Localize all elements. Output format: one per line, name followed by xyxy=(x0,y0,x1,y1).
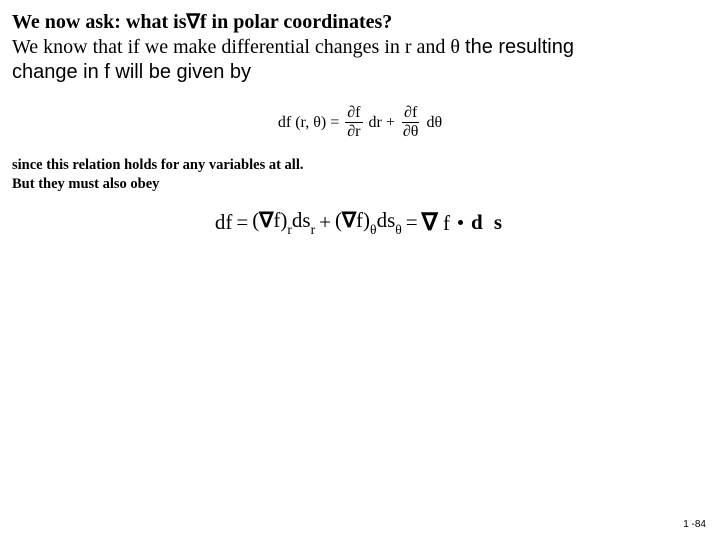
question-f: f xyxy=(200,11,207,33)
page-number: 1 -84 xyxy=(683,519,706,530)
line3: change in f will be given by xyxy=(12,61,251,83)
eq1-dr: dr + xyxy=(369,114,395,132)
dot-icon xyxy=(458,220,463,225)
eq1-f2-den-th: θ xyxy=(411,123,419,140)
eq1-lhs2: ) = xyxy=(321,114,339,131)
eq1-f1-num-f: f xyxy=(355,104,360,121)
equation-2: df = (∇f)rdsr + (∇f)θdsθ = ∇ f d s xyxy=(12,208,708,237)
eq1-frac2: ∂f ∂θ xyxy=(401,105,421,140)
eq1-f2-num-f: f xyxy=(412,104,417,121)
since-line1: since this relation holds for any variab… xyxy=(12,156,708,175)
eq1-lhs-theta: θ xyxy=(313,114,321,131)
line2-theta: θ xyxy=(450,36,460,58)
eq2-sub-r1: r xyxy=(287,222,292,237)
eq2-nabla3: ∇ xyxy=(422,210,438,236)
eq2-f2: f xyxy=(356,208,363,232)
eq1-f2-num-d: ∂ xyxy=(404,104,412,121)
since-line2: But they must also obey xyxy=(12,175,708,194)
eq2-gradf: f xyxy=(443,211,450,235)
eq1-f1-den-r: r xyxy=(355,123,360,140)
eq2-lpar2: ( xyxy=(335,208,342,232)
eq2-ds-bold: d s xyxy=(471,210,505,235)
eq1-lhs1: df (r, xyxy=(278,114,313,131)
eq2-eq: = xyxy=(236,210,248,235)
eq2-df: df xyxy=(215,210,233,235)
eq1-f1-num-d: ∂ xyxy=(347,104,355,121)
eq2-eq2: = xyxy=(406,210,418,235)
eq2-nabla1: ∇ xyxy=(259,208,273,232)
eq2-plus: + xyxy=(319,210,331,235)
question-part2: in polar coordinates? xyxy=(207,11,393,33)
eq2-nabla2: ∇ xyxy=(342,208,356,232)
equation-1: df (r, θ) = ∂f ∂r dr + ∂f ∂θ dθ xyxy=(12,105,708,140)
line2a: We know that if we make differential cha… xyxy=(12,36,450,58)
eq2-rpar2: ) xyxy=(363,208,370,232)
eq2-sub-th2: θ xyxy=(395,222,402,237)
eq2-ds2: ds xyxy=(377,208,396,232)
line2b: the resulting xyxy=(465,36,574,58)
nabla-symbol: ∇ xyxy=(186,11,199,33)
question-part1: We now ask: what is xyxy=(12,11,186,33)
eq2-sub-r2: r xyxy=(311,222,316,237)
eq1-frac1: ∂f ∂r xyxy=(345,105,362,140)
eq1-f2-den-d: ∂ xyxy=(403,123,411,140)
eq2-sub-th1: θ xyxy=(370,222,377,237)
eq1-f1-den-d: ∂ xyxy=(347,123,355,140)
eq1-dth-th: θ xyxy=(434,114,442,131)
eq2-ds1: ds xyxy=(292,208,311,232)
